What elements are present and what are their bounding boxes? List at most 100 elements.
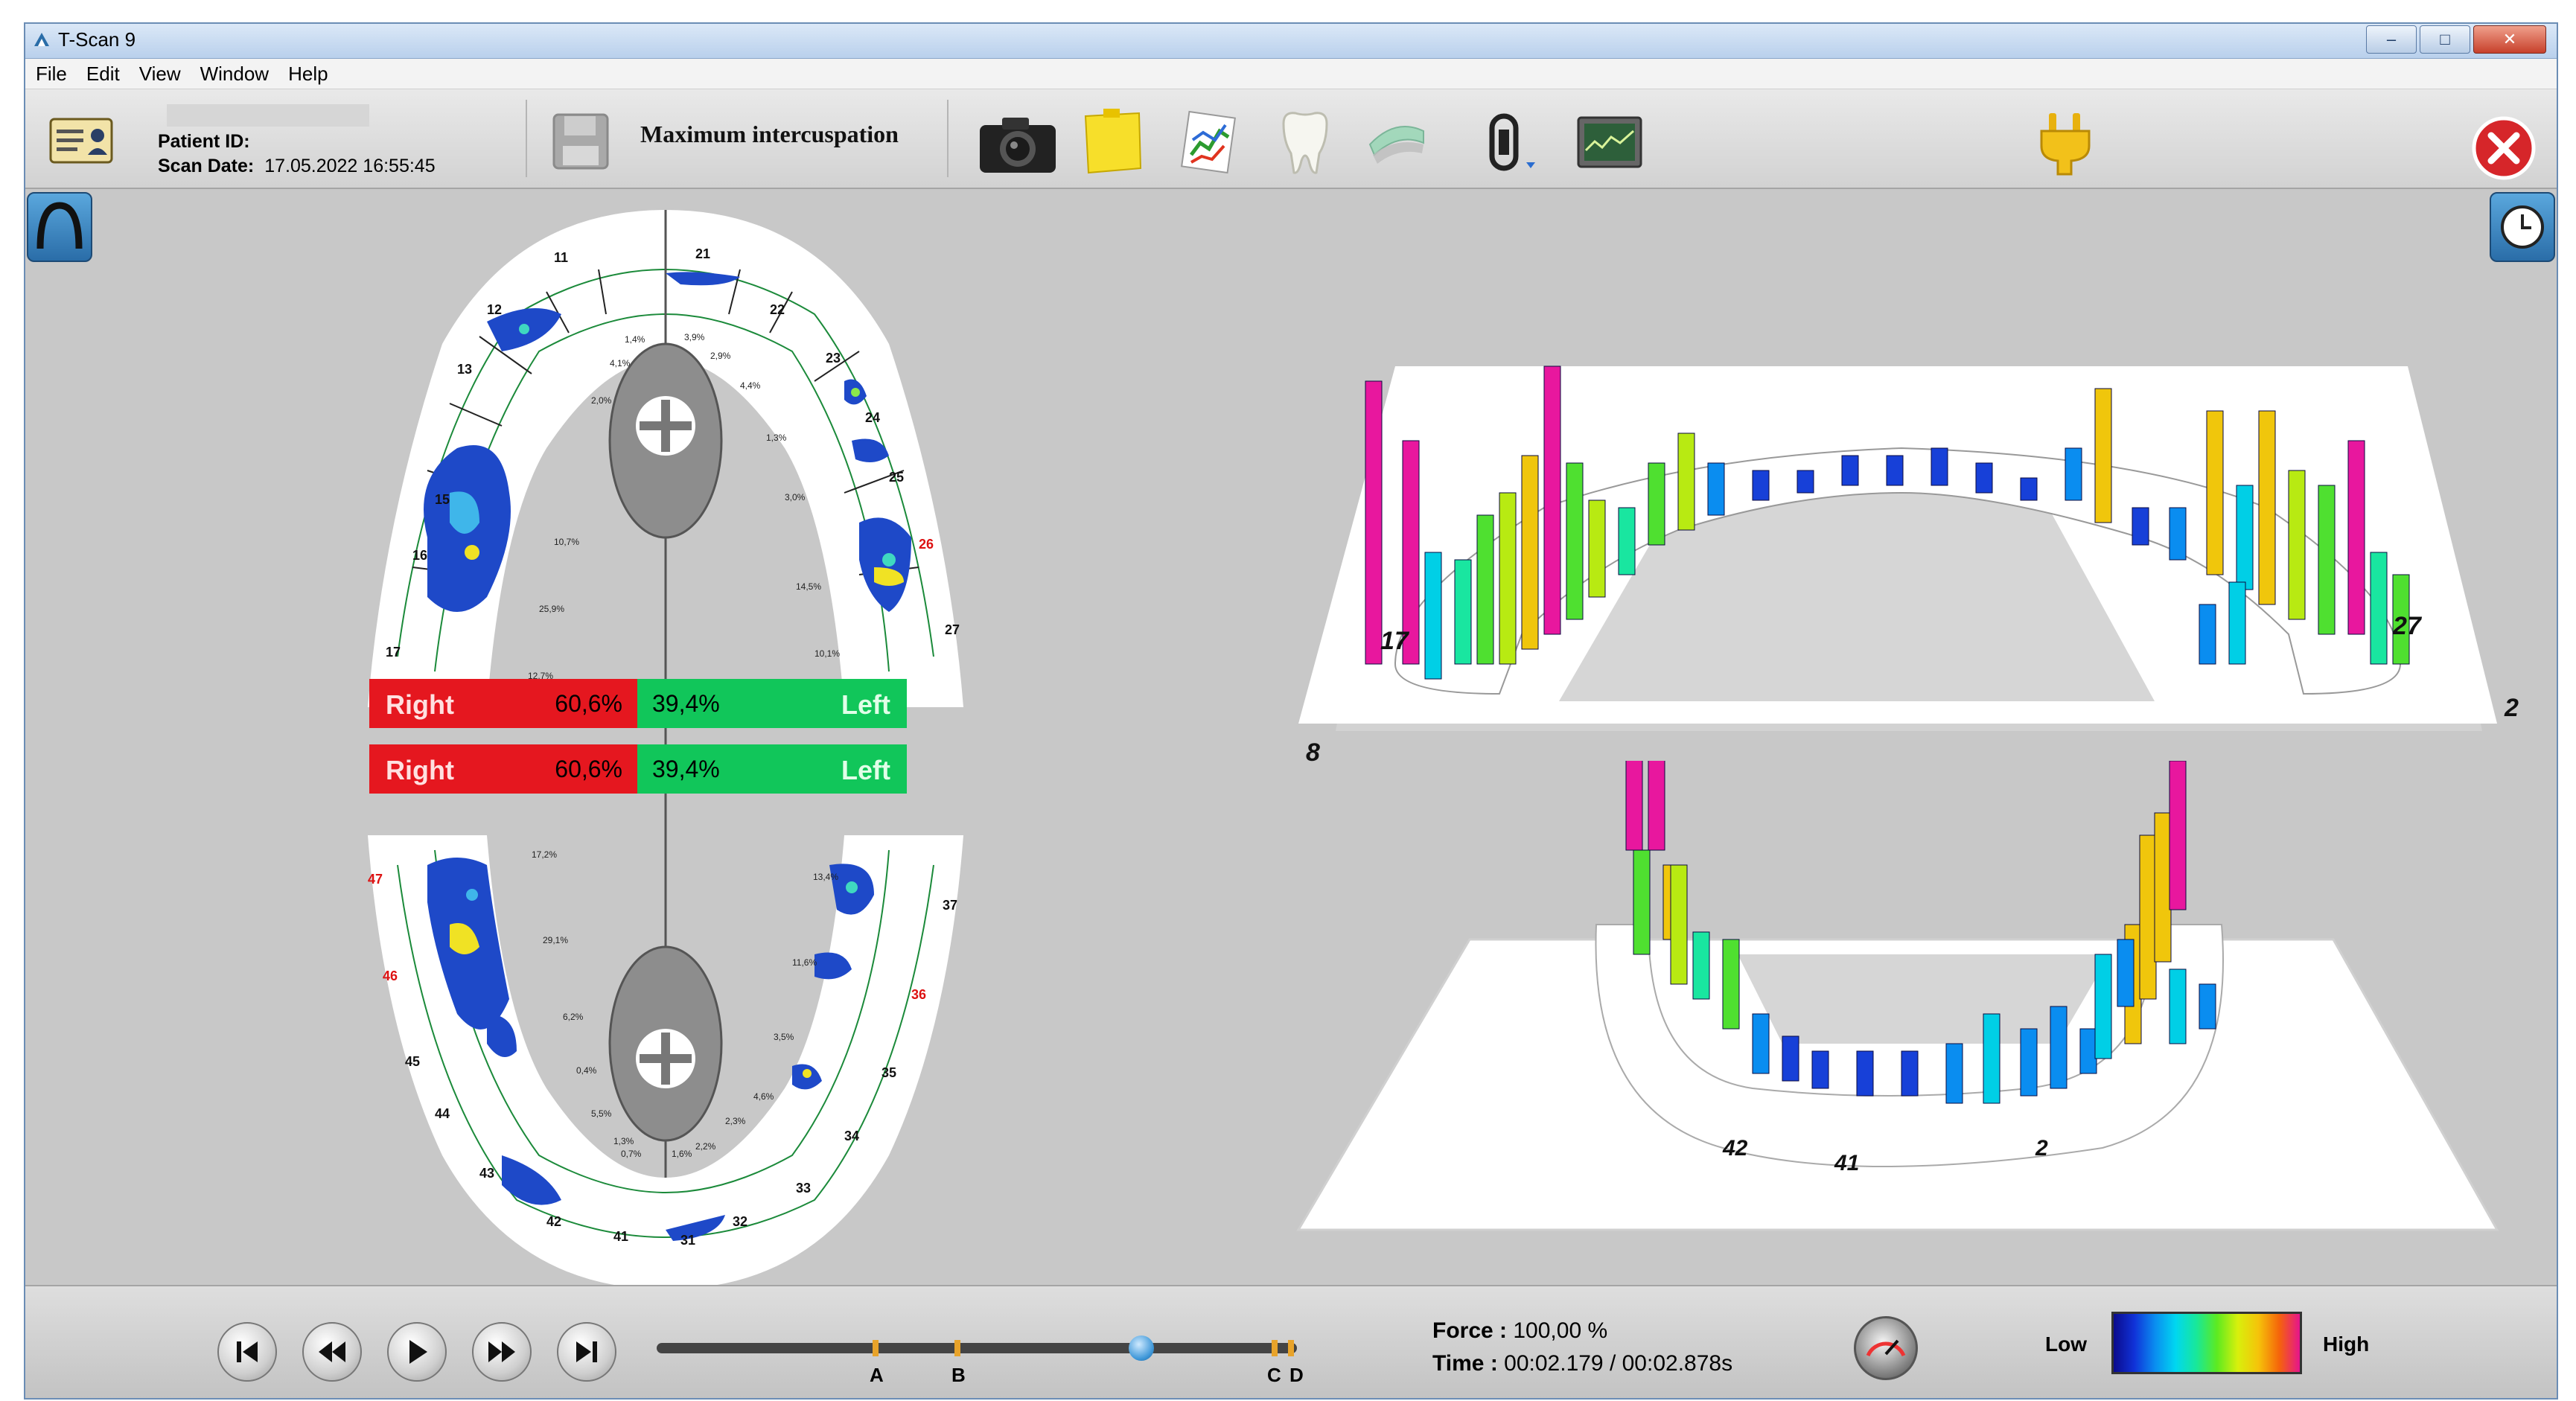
balance-left-value: 39,4% bbox=[652, 756, 720, 782]
force-bar bbox=[1692, 931, 1710, 1000]
occlusal-map[interactable]: 11 12 13 15 16 17 21 22 23 24 25 26 27 1… bbox=[368, 210, 963, 1289]
balance-left-label: Left bbox=[841, 755, 890, 785]
svg-text:3,9%: 3,9% bbox=[684, 332, 705, 342]
first-frame-button[interactable] bbox=[217, 1322, 277, 1382]
svg-text:2,9%: 2,9% bbox=[710, 351, 731, 361]
history-button[interactable] bbox=[2490, 192, 2555, 262]
svg-text:14,5%: 14,5% bbox=[796, 581, 821, 592]
save-icon[interactable] bbox=[549, 110, 612, 173]
svg-text:17: 17 bbox=[1380, 627, 1410, 655]
menu-window[interactable]: Window bbox=[200, 62, 270, 85]
force-bar bbox=[2228, 581, 2246, 665]
svg-text:12: 12 bbox=[487, 302, 502, 317]
force-3d-upper[interactable]: 17 27 8 2 bbox=[1276, 247, 2527, 783]
gauge-icon[interactable] bbox=[1854, 1316, 1918, 1380]
patient-card-icon[interactable] bbox=[48, 115, 115, 167]
note-icon[interactable] bbox=[1081, 109, 1144, 176]
force-bar bbox=[1424, 552, 1442, 680]
skip-start-icon bbox=[237, 1341, 258, 1362]
menu-file[interactable]: File bbox=[36, 62, 67, 85]
plug-icon[interactable] bbox=[2035, 110, 2095, 177]
upper-percentages: 1,4% 3,9% 2,9% 4,1% 4,4% 2,0% 1,3% 3,0% … bbox=[528, 332, 840, 681]
menu-view[interactable]: View bbox=[138, 62, 181, 85]
force-bar bbox=[1618, 507, 1636, 575]
scan-date-value: 17.05.2022 16:55:45 bbox=[264, 156, 436, 176]
marker-d[interactable] bbox=[1288, 1340, 1294, 1356]
toolbar-separator bbox=[526, 100, 527, 177]
force-bar bbox=[1752, 1013, 1770, 1074]
svg-text:12,7%: 12,7% bbox=[528, 671, 553, 681]
force-bar bbox=[2258, 410, 2276, 605]
svg-text:23: 23 bbox=[826, 351, 841, 366]
marker-c[interactable] bbox=[1272, 1340, 1278, 1356]
force-color-scale bbox=[2111, 1312, 2302, 1374]
arch-icon[interactable] bbox=[1365, 115, 1428, 170]
svg-text:26: 26 bbox=[919, 537, 934, 552]
force-bar bbox=[2347, 440, 2365, 635]
exit-icon[interactable] bbox=[2470, 115, 2537, 182]
svg-text:45: 45 bbox=[405, 1054, 420, 1069]
app-window: T-Scan 9 – □ ✕ File Edit View Window Hel… bbox=[24, 22, 2558, 1400]
last-frame-button[interactable] bbox=[557, 1322, 616, 1382]
svg-text:34: 34 bbox=[844, 1129, 859, 1143]
svg-text:32: 32 bbox=[733, 1214, 747, 1229]
svg-text:46: 46 bbox=[383, 968, 398, 983]
time-value: 00:02.179 / 00:02.878s bbox=[1504, 1351, 1733, 1376]
force-bar bbox=[1499, 492, 1517, 665]
balance-left: 39,4% Left bbox=[637, 679, 907, 728]
arch-view-button[interactable] bbox=[27, 192, 92, 262]
rewind-button[interactable] bbox=[302, 1322, 362, 1382]
timeline-thumb[interactable] bbox=[1129, 1335, 1155, 1361]
force-3d-lower[interactable]: 42 41 2 bbox=[1276, 761, 2527, 1252]
force-bar bbox=[1841, 455, 1859, 486]
maximize-button[interactable]: □ bbox=[2420, 25, 2470, 54]
svg-text:2,2%: 2,2% bbox=[695, 1141, 716, 1152]
menu-edit[interactable]: Edit bbox=[86, 62, 120, 85]
window-title: T-Scan 9 bbox=[58, 28, 136, 51]
marker-a[interactable] bbox=[873, 1340, 879, 1356]
svg-text:4,1%: 4,1% bbox=[610, 358, 631, 368]
svg-text:24: 24 bbox=[865, 410, 880, 425]
svg-text:10,1%: 10,1% bbox=[814, 648, 840, 659]
force-bar bbox=[2020, 477, 2038, 501]
camera-icon[interactable] bbox=[977, 113, 1059, 176]
force-bar bbox=[2117, 939, 2135, 1007]
minimize-button[interactable]: – bbox=[2366, 25, 2417, 54]
svg-text:4,4%: 4,4% bbox=[740, 380, 761, 391]
close-window-button[interactable]: ✕ bbox=[2473, 25, 2546, 54]
balance-right-label: Right bbox=[386, 755, 454, 785]
force-bar bbox=[1707, 462, 1725, 516]
svg-text:41: 41 bbox=[613, 1229, 628, 1244]
title-bar: T-Scan 9 – □ ✕ bbox=[25, 24, 2557, 59]
playback-bar: A B C D Force : 100,00 % Time : 00:02.17… bbox=[25, 1285, 2557, 1398]
balance-right: Right 60,6% bbox=[369, 744, 637, 794]
force-bar bbox=[2169, 761, 2187, 910]
force-bar bbox=[2288, 470, 2306, 620]
svg-text:10,7%: 10,7% bbox=[554, 537, 579, 547]
svg-text:17,2%: 17,2% bbox=[532, 849, 557, 860]
svg-text:44: 44 bbox=[435, 1106, 450, 1121]
lower-tooth-labels: 47 46 45 44 43 42 41 31 32 33 34 35 36 3… bbox=[368, 872, 957, 1248]
force-bar bbox=[1543, 366, 1561, 635]
fast-forward-button[interactable] bbox=[472, 1322, 532, 1382]
force-bar bbox=[2020, 1028, 2038, 1097]
menu-help[interactable]: Help bbox=[288, 62, 328, 85]
balance-left: 39,4% Left bbox=[637, 744, 907, 794]
svg-text:29,1%: 29,1% bbox=[543, 935, 568, 945]
monitor-icon[interactable] bbox=[1575, 115, 1644, 171]
svg-text:35: 35 bbox=[881, 1065, 896, 1080]
force-label: Force : bbox=[1432, 1318, 1508, 1343]
force-bar bbox=[2079, 1028, 2097, 1074]
force-bar bbox=[1588, 500, 1606, 598]
play-button[interactable] bbox=[387, 1322, 447, 1382]
timeline-slider[interactable] bbox=[657, 1335, 1297, 1361]
view-toggle-icon[interactable] bbox=[1474, 112, 1543, 176]
balance-right-value: 60,6% bbox=[555, 690, 622, 717]
marker-b[interactable] bbox=[954, 1340, 960, 1356]
graph-icon[interactable] bbox=[1178, 110, 1240, 174]
force-bar bbox=[2199, 983, 2216, 1030]
toolbar-separator bbox=[947, 100, 949, 177]
svg-text:13,4%: 13,4% bbox=[813, 872, 838, 882]
force-bar bbox=[1633, 849, 1651, 955]
tooth-icon[interactable] bbox=[1276, 109, 1334, 176]
